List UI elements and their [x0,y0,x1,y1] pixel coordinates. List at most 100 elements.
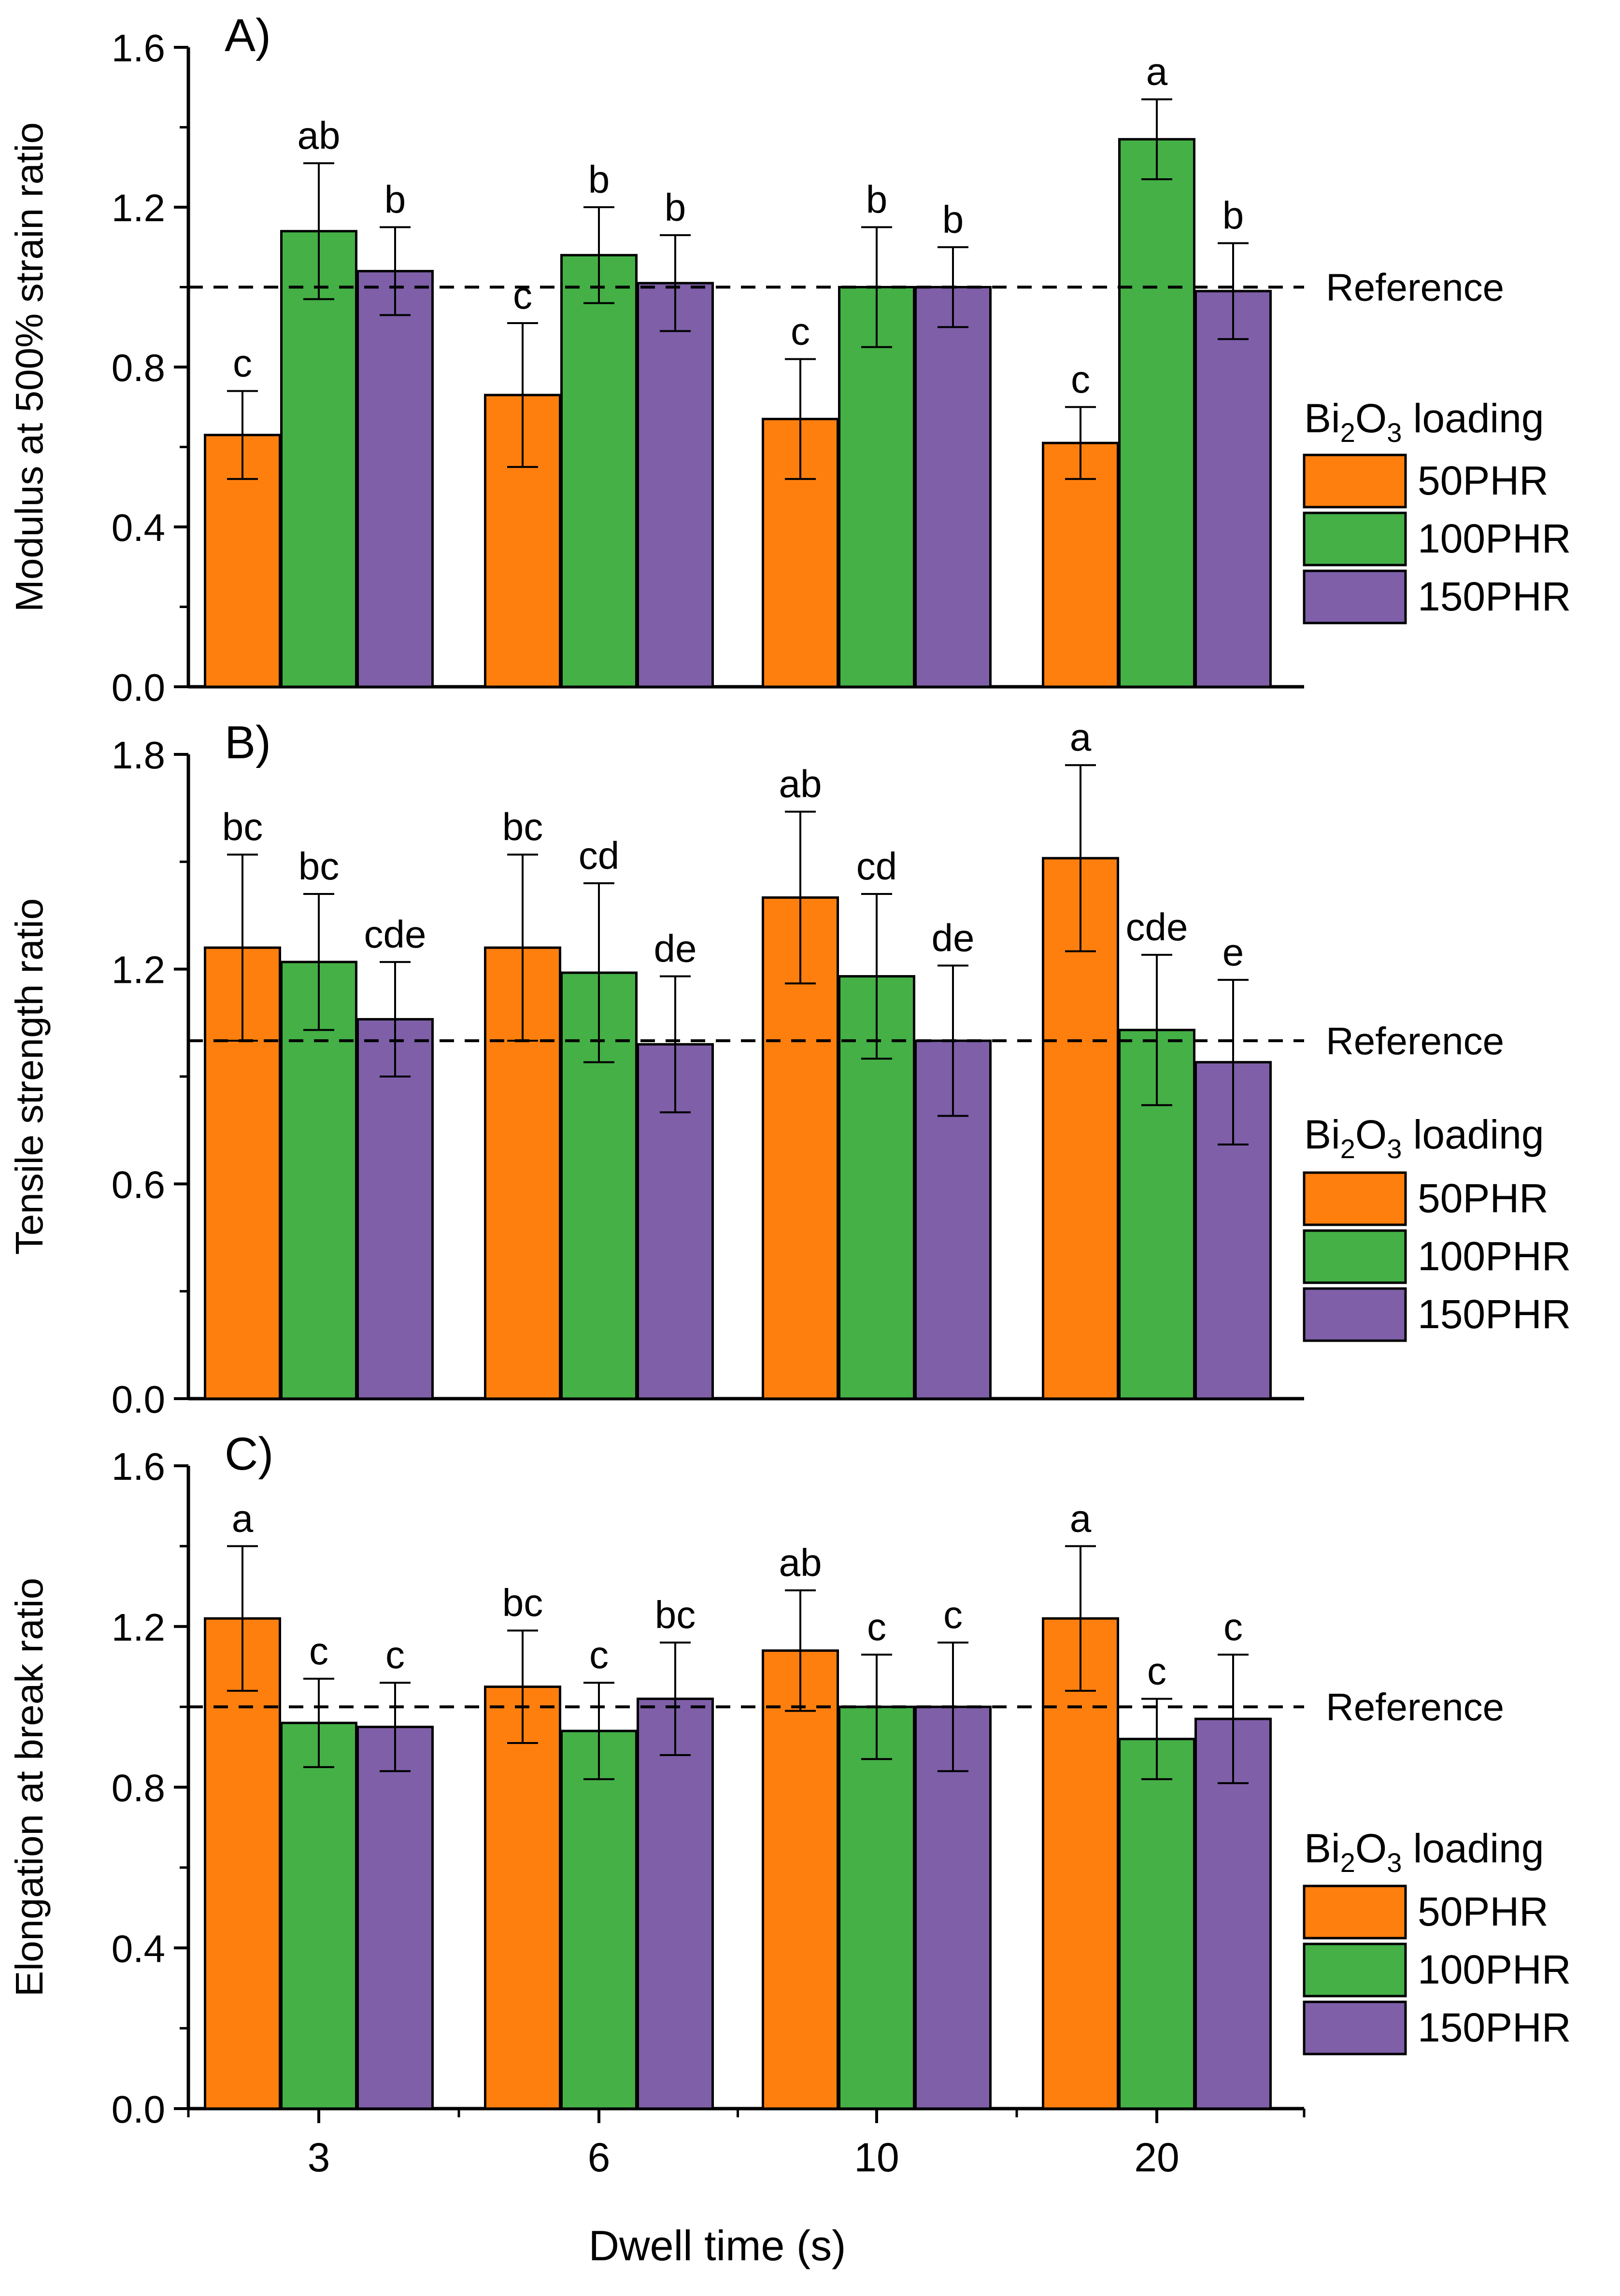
legend-title-part: O [1355,1826,1387,1871]
x-axis-title: Dwell time (s) [589,2222,846,2269]
legend-swatch-50phr [1303,1885,1407,1940]
significance-letter: e [1222,931,1244,974]
significance-letter: ab [779,763,822,806]
legend-title-subscript: 3 [1387,1847,1402,1878]
y-tick-label: 1.2 [112,949,165,992]
legend-swatch-100phr [1303,1942,1407,1998]
significance-letter: ab [298,114,341,157]
significance-letter: c [1147,1649,1166,1692]
legend-swatch-150phr [1303,569,1407,624]
significance-letter: c [791,310,810,353]
legend-swatch-50phr [1303,1171,1407,1226]
significance-letter: a [1070,1497,1092,1540]
significance-letter: cd [856,845,897,888]
legend-title-part: O [1355,1112,1387,1157]
legend-title-part: Bi [1304,1826,1340,1871]
significance-letter: bc [655,1593,696,1636]
legend-label-50phr: 50PHR [1418,458,1549,503]
y-tick-label: 0.4 [112,1927,165,1970]
significance-letter: ab [779,1541,822,1584]
bar-150phr [1194,1717,1272,2110]
x-tick-label: 20 [1134,2135,1179,2180]
significance-letter: c [943,1593,963,1636]
panel-label: C) [225,1428,273,1480]
significance-letter: a [232,1497,254,1540]
y-tick-label: 0.4 [112,506,165,549]
bar-150phr [914,1705,992,2110]
significance-letter: b [1222,194,1244,237]
reference-label: Reference [1326,1686,1504,1729]
bar-50phr [762,1649,839,2110]
significance-letter: a [1070,716,1092,759]
y-tick-label: 1.6 [112,27,165,70]
bar-150phr [356,1726,434,2110]
y-tick-label: 0.6 [112,1163,165,1206]
legend-label-100phr: 100PHR [1418,1233,1571,1279]
panel-c: 0.0 0.4 0.8 1.2 1.6 Elongation at break ratio… [8,1428,1571,2180]
significance-letter: c [589,1633,609,1676]
significance-letter: c [233,342,252,385]
y-tick-label: 1.2 [112,1606,165,1649]
y-tick-label: 0.0 [112,1378,165,1421]
y-tick-label: 1.6 [112,1445,165,1488]
significance-letter: bc [222,806,263,849]
bar-100phr [560,254,638,688]
legend-swatch-150phr [1303,1287,1407,1342]
bar-150phr [356,269,434,688]
significance-letter: de [932,916,975,959]
legend-title-part: O [1355,396,1387,441]
significance-letter: b [942,198,964,241]
significance-letter: cd [579,834,620,877]
y-tick-label: 0.8 [112,346,165,389]
bar-100phr [560,1729,638,2110]
legend-label-150phr: 150PHR [1418,574,1571,619]
bar-50phr [1042,441,1119,688]
bar-100phr [1118,138,1195,688]
legend-swatch-100phr [1303,511,1407,567]
legend-title-subscript: 2 [1340,417,1355,448]
y-tick-label: 0.0 [112,666,165,709]
significance-letter: c [867,1605,886,1648]
panels: 0.0 0.4 0.8 1.2 1.6 Modulus at 500% strain ra… [8,10,1571,2180]
legend-title-subscript: 2 [1340,1134,1355,1164]
significance-letter: c [1071,358,1090,401]
significance-letter: c [385,1633,405,1676]
y-tick-label: 1.8 [112,734,165,777]
legend-title-part: Bi [1304,396,1340,441]
y-axis-title: Tensile strength ratio [8,898,51,1255]
x-tick-label: 3 [308,2135,330,2180]
x-tick-label: 6 [588,2135,611,2180]
panel-label: A) [225,10,271,61]
significance-letter: de [654,927,697,970]
legend-label-150phr: 150PHR [1418,1291,1571,1337]
significance-letter: a [1146,50,1168,93]
legend-label-150phr: 150PHR [1418,2005,1571,2050]
legend-label-100phr: 100PHR [1418,1947,1571,1992]
significance-letter: cde [364,913,426,956]
legend-title: Bi2O3 loading [1304,1826,1544,1878]
legend-title-part: loading [1402,396,1544,441]
panel-a: 0.0 0.4 0.8 1.2 1.6 Modulus at 500% strain ra… [8,10,1571,709]
bar-100phr [838,1705,915,2110]
significance-letter: b [384,178,406,221]
legend-title-part: Bi [1304,1112,1340,1157]
legend-title-subscript: 2 [1340,1847,1355,1878]
significance-letter: bc [502,806,543,849]
bar-150phr [914,286,992,688]
legend-swatch-150phr [1303,2000,1407,2055]
y-axis-title: Elongation at break ratio [8,1578,51,1997]
bar-150phr [637,282,714,688]
legend-label-50phr: 50PHR [1418,1889,1549,1934]
legend-title-part: loading [1402,1826,1544,1871]
legend-title-part: loading [1402,1112,1544,1157]
significance-letter: b [588,158,610,201]
bar-100phr [1118,1738,1195,2110]
x-tick-label: 10 [854,2135,899,2180]
significance-letter: b [866,178,888,221]
reference-label: Reference [1326,1020,1504,1063]
bar-150phr [637,1697,714,2110]
bar-50phr [1042,1617,1119,2110]
significance-letter: b [665,186,686,229]
